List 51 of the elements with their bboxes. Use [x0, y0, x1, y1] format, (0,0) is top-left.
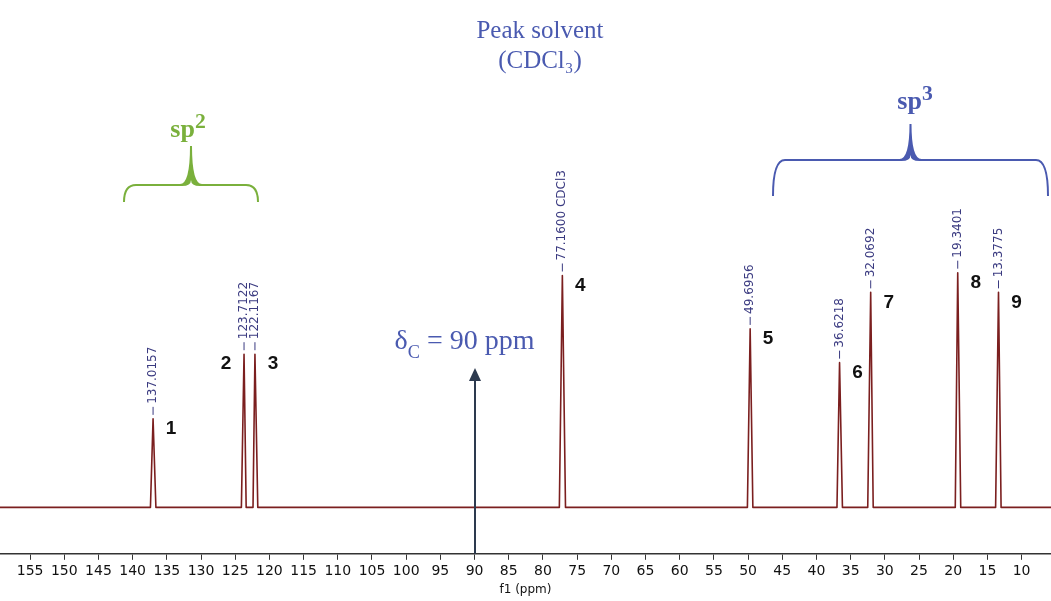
text: sp$^{2}$: [170, 107, 206, 145]
text: Peak solvent (CDCl₃): [475, 15, 605, 75]
x-tick-label: 140: [119, 561, 147, 578]
x-tick-label: 60: [670, 561, 689, 578]
x-tick-label: 70: [602, 561, 621, 578]
x-tick-label: 55: [704, 561, 723, 578]
annotation: 9: [1011, 290, 1022, 312]
text: sp$^{3}$: [897, 79, 933, 117]
x-tick-label: 30: [875, 561, 894, 578]
annotation: 137.0157: [145, 346, 160, 404]
x-axis-title: f1 (ppm): [499, 581, 552, 596]
annotation: 5: [762, 327, 774, 349]
x-tick-label: 85: [499, 561, 518, 578]
x-tick-label: 130: [187, 561, 215, 578]
annotation: 6: [852, 360, 863, 382]
x-tick-label: 40: [807, 561, 826, 578]
x-tick-label: 110: [324, 561, 352, 578]
annotation: 13.3775: [990, 227, 1005, 278]
x-tick-label: 155: [16, 561, 44, 578]
x-tick-label: 20: [944, 561, 963, 578]
x-tick-label: 45: [773, 561, 792, 578]
x-tick-label: 145: [85, 561, 112, 578]
annotation: 19.3401: [949, 208, 964, 258]
x-tick-label: 135: [153, 561, 181, 578]
annotation: 77.1600 CDCl3: [554, 170, 569, 261]
annotation: 8: [970, 270, 982, 292]
x-tick-label: 80: [534, 561, 552, 578]
x-tick-label: 150: [50, 561, 78, 578]
annotation: 122.1167: [247, 281, 262, 340]
x-tick-label: 95: [431, 561, 450, 578]
x-tick-label: 125: [221, 561, 249, 578]
x-tick-label: 65: [636, 561, 655, 578]
annotation: 4: [575, 273, 587, 295]
x-tick-label: 120: [256, 561, 283, 578]
x-tick-label: 100: [392, 561, 420, 578]
x-tick-label: 35: [841, 561, 860, 578]
x-tick-label: 105: [358, 561, 386, 578]
annotation: 1: [165, 417, 177, 439]
annotation: 36.6218: [831, 298, 846, 348]
x-tick-label: 75: [568, 561, 587, 578]
x-tick-label: 115: [290, 561, 317, 578]
x-tick-label: 10: [1012, 561, 1031, 578]
annotation: 7: [883, 290, 894, 312]
annotation: 2: [220, 352, 232, 374]
annotation: 3: [267, 352, 279, 374]
x-tick-label: 25: [910, 561, 928, 578]
x-tick-label: 50: [739, 561, 757, 578]
x-tick-label: 90: [465, 561, 484, 578]
annotation: 49.6956: [742, 264, 757, 314]
annotation: 32.0692: [862, 227, 877, 278]
x-tick-label: 15: [978, 561, 997, 578]
